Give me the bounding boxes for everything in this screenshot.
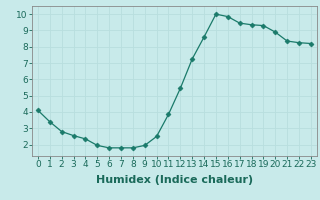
X-axis label: Humidex (Indice chaleur): Humidex (Indice chaleur)	[96, 175, 253, 185]
